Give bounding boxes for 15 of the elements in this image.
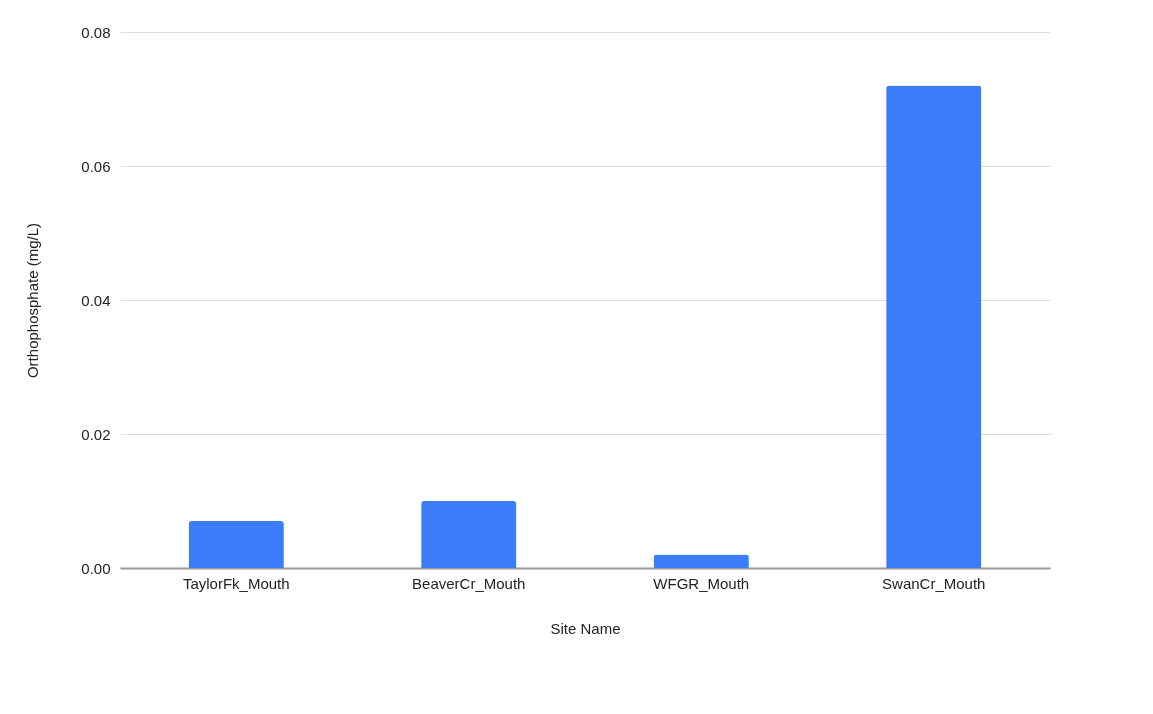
- bar: [421, 501, 517, 568]
- y-tick-label: 0.06: [81, 157, 111, 175]
- y-tick-label: 0.02: [81, 425, 111, 443]
- bar: [653, 554, 749, 568]
- x-tick-label: TaylorFk_Mouth: [182, 574, 290, 592]
- y-tick-label: 0.00: [81, 559, 111, 577]
- x-tick-label: BeaverCr_Mouth: [412, 574, 526, 592]
- x-tick-label: SwanCr_Mouth: [882, 574, 986, 592]
- y-tick-label: 0.04: [81, 291, 111, 309]
- y-axis-title: Orthophosphate (mg/L): [24, 222, 42, 379]
- x-axis-title: Site Name: [550, 619, 621, 637]
- y-tick-label: 0.08: [81, 23, 111, 41]
- x-tick-label: WFGR_Mouth: [653, 574, 750, 592]
- bar: [188, 521, 284, 568]
- bar: [886, 85, 982, 568]
